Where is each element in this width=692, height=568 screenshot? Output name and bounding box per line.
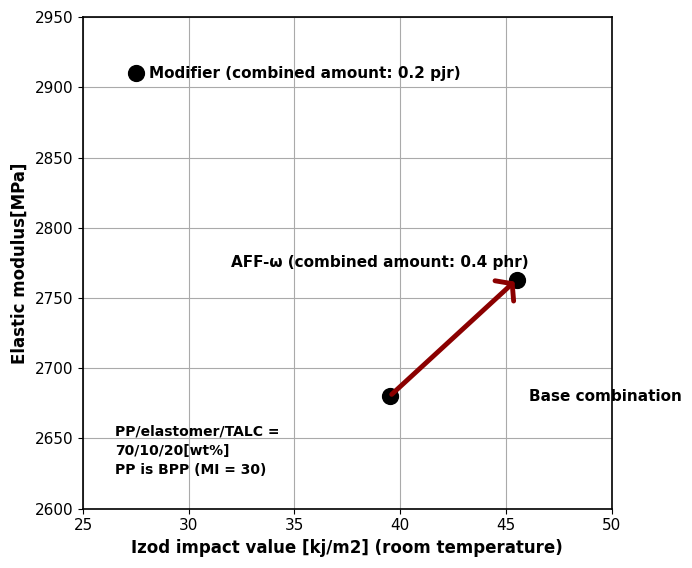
X-axis label: Izod impact value [kj/m2] (room temperature): Izod impact value [kj/m2] (room temperat… (131, 539, 563, 557)
Text: PP/elastomer/TALC =
70/10/20[wt%]
PP is BPP (MI = 30): PP/elastomer/TALC = 70/10/20[wt%] PP is … (115, 424, 280, 477)
Point (130, 69, 141, 78)
Point (384, 392, 395, 401)
Point (511, 275, 522, 284)
Text: Modifier (combined amount: 0.2 pjr): Modifier (combined amount: 0.2 pjr) (149, 66, 460, 81)
Text: Base combination: Base combination (529, 389, 682, 404)
Text: AFF-ω (combined amount: 0.4 phr): AFF-ω (combined amount: 0.4 phr) (231, 256, 529, 270)
Y-axis label: Elastic modulus[MPa]: Elastic modulus[MPa] (11, 162, 29, 364)
